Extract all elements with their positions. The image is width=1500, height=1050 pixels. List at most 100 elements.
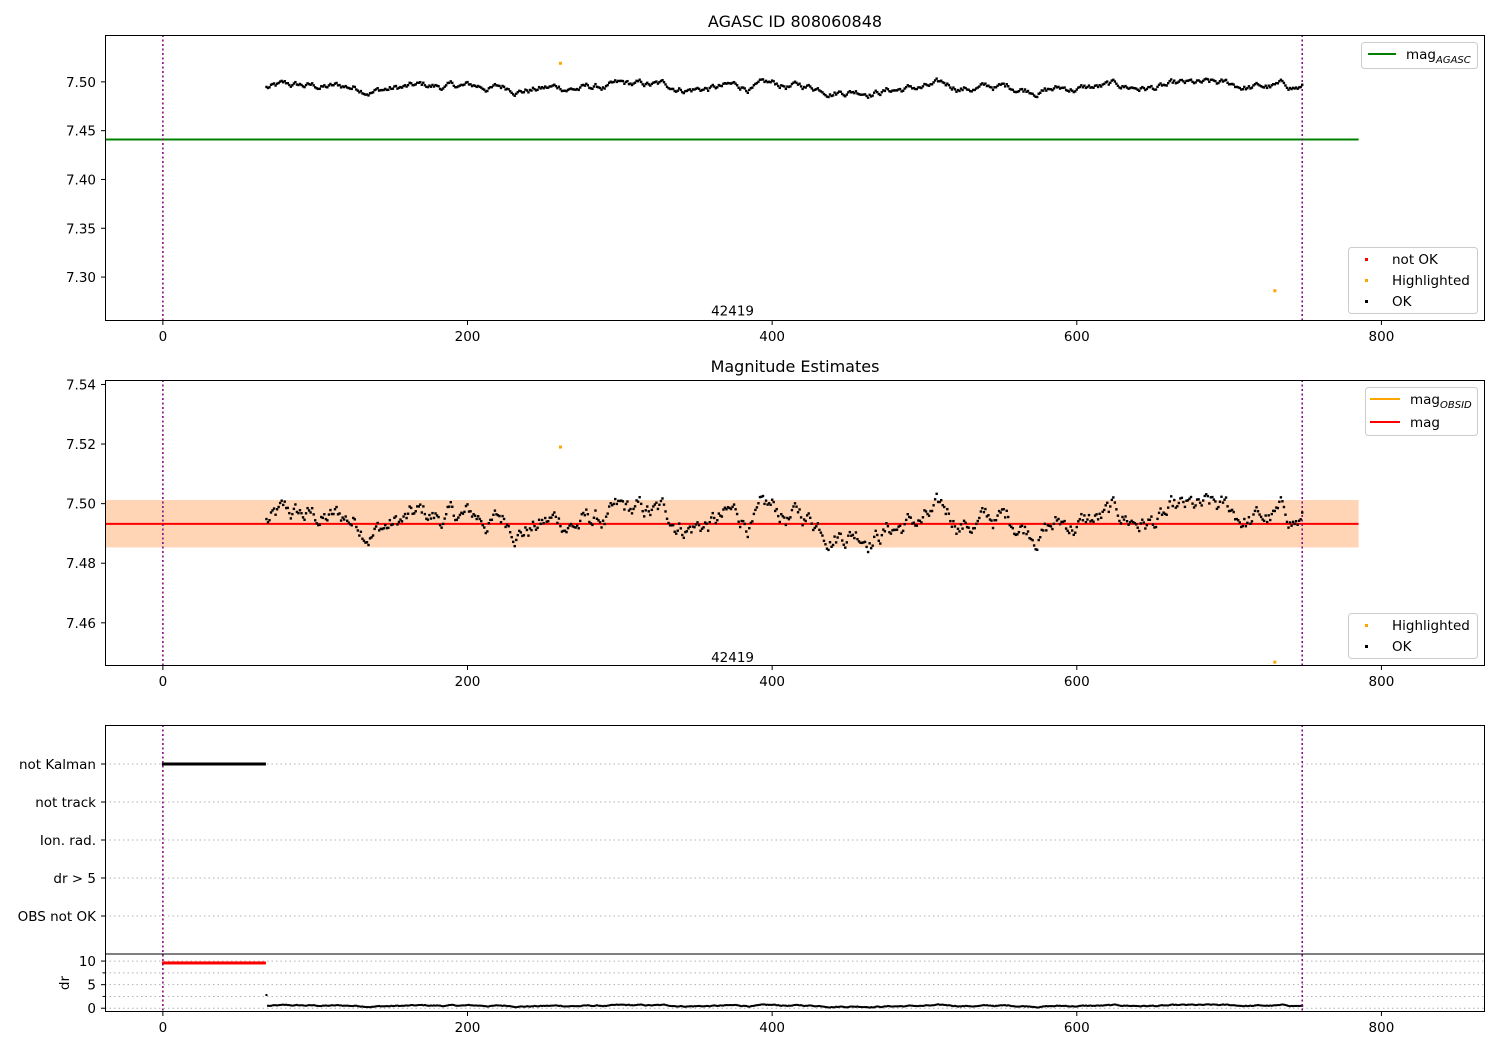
dr-point-ok <box>950 1004 953 1007</box>
data-point-ok <box>374 88 378 91</box>
dr-point-ok <box>762 1003 765 1006</box>
data-point-ok <box>842 543 845 546</box>
data-point-ok <box>1230 82 1234 86</box>
dr-point-ok <box>661 1003 664 1006</box>
data-point-ok <box>1269 86 1272 89</box>
dr-point-ok <box>746 1005 749 1008</box>
data-point-ok <box>1183 81 1187 85</box>
data-point-ok <box>595 517 599 520</box>
legend-agasc-top: magAGASC <box>1361 42 1478 69</box>
data-point-ok <box>1281 500 1284 503</box>
dr-point-ok <box>618 1003 621 1006</box>
dr-point-ok <box>312 1004 315 1007</box>
dr-point-ok <box>306 1004 309 1007</box>
dr-point-ok <box>1266 1004 1269 1007</box>
data-point-ok <box>630 512 634 515</box>
data-point-ok <box>1244 88 1248 91</box>
dr-point-ok <box>420 1003 423 1006</box>
data-point-ok <box>1267 514 1270 517</box>
dr-point-ok <box>588 1004 591 1007</box>
data-point-ok <box>1014 533 1018 537</box>
data-point-ok <box>841 92 844 96</box>
data-point-ok <box>941 81 944 84</box>
dr-point-not-ok <box>222 961 225 965</box>
dr-point-ok <box>656 1003 659 1006</box>
data-point-ok <box>611 504 614 507</box>
dr-point-ok <box>379 1005 382 1008</box>
data-point-ok <box>1136 88 1139 91</box>
dr-point-ok <box>364 1005 367 1008</box>
data-point-ok <box>513 94 516 97</box>
data-point-ok <box>559 524 562 528</box>
data-point-ok <box>994 518 998 522</box>
dr-point-ok <box>535 1005 538 1008</box>
dr-point-ok <box>1252 1004 1255 1007</box>
dr-point-ok <box>468 1003 471 1006</box>
data-point-ok <box>738 88 742 91</box>
dr-point-ok <box>1247 1004 1250 1007</box>
data-point-ok <box>580 84 583 87</box>
data-point-ok <box>1007 85 1010 88</box>
dr-point-ok <box>1074 1005 1077 1008</box>
data-point-ok <box>1131 520 1135 524</box>
data-point-ok <box>396 87 399 90</box>
dr-point-ok <box>393 1005 396 1008</box>
data-point-ok <box>585 508 588 511</box>
dr-point-ok <box>356 1005 359 1008</box>
dr-point-ok <box>496 1004 499 1007</box>
data-point-ok <box>557 517 561 520</box>
data-point-ok <box>1176 81 1179 84</box>
data-point-ok <box>751 520 754 523</box>
data-point-ok <box>496 84 500 87</box>
data-point-ok <box>1258 513 1261 516</box>
data-point-ok <box>423 84 427 87</box>
data-point-ok <box>1177 501 1181 505</box>
data-point-ok <box>1221 80 1225 83</box>
dr-point-ok <box>469 1004 472 1007</box>
data-point-ok <box>1045 89 1048 92</box>
data-point-ok <box>772 80 775 83</box>
data-point-ok <box>572 525 576 529</box>
dr-point-not-ok <box>186 961 189 965</box>
data-point-ok <box>1220 78 1223 81</box>
data-point-ok <box>1061 86 1065 90</box>
data-point-ok <box>568 87 571 91</box>
data-point-ok <box>1042 89 1045 92</box>
data-point-ok <box>1182 500 1185 504</box>
dr-point-ok <box>832 1006 835 1009</box>
y-tick-label: 7.54 <box>66 377 96 393</box>
data-point-ok <box>324 85 328 89</box>
dr-point-ok <box>1159 1004 1162 1007</box>
dr-point-ok <box>911 1004 914 1007</box>
x-tick-label: 0 <box>159 329 168 345</box>
data-point-ok <box>519 90 523 93</box>
data-point-ok <box>317 87 320 91</box>
data-point-ok <box>809 516 812 520</box>
data-point-ok <box>1144 88 1147 92</box>
data-point-ok <box>444 84 448 87</box>
data-point-ok <box>481 523 484 527</box>
dr-point-ok <box>390 1004 393 1007</box>
data-point-ok <box>839 532 842 536</box>
flag-category-label: Ion. rad. <box>40 833 96 849</box>
data-point-ok <box>650 82 654 86</box>
data-point-ok <box>1243 85 1246 89</box>
dr-point-ok <box>970 1005 973 1008</box>
data-point-ok <box>1296 87 1299 90</box>
data-point-ok <box>321 85 325 88</box>
data-point-ok <box>461 512 465 515</box>
data-point-ok <box>1252 84 1255 87</box>
data-point-ok <box>804 519 807 523</box>
data-point-ok <box>1083 84 1086 87</box>
dr-point-ok <box>804 1004 807 1007</box>
dr-point-ok <box>1228 1003 1231 1006</box>
data-point-ok <box>789 85 792 88</box>
data-point-ok <box>374 525 378 528</box>
data-point-ok <box>393 516 396 519</box>
x-tick-label: 0 <box>159 1020 168 1036</box>
data-point-ok <box>306 506 309 510</box>
data-point-ok <box>1226 81 1229 84</box>
dr-point-ok <box>745 1005 748 1008</box>
dr-point-ok <box>847 1006 850 1009</box>
data-point-ok <box>719 514 722 517</box>
